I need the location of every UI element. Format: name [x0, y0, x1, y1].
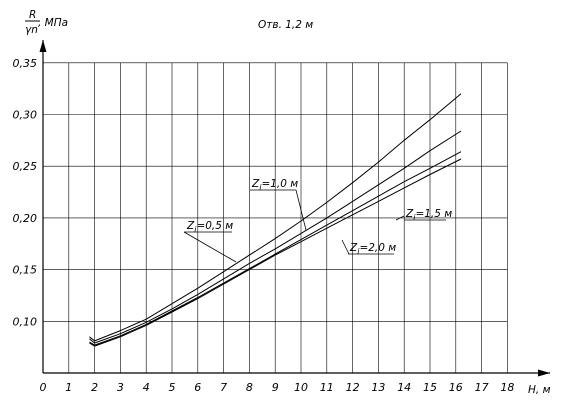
x-axis-arrow: [538, 369, 550, 377]
series-label-zi-1-5: Zi=1,5 м: [395, 208, 452, 222]
x-tick-label: 12: [346, 381, 360, 394]
x-tick-label: 9: [272, 381, 279, 394]
series-label-leader-zi-1-5: [395, 215, 405, 221]
y-tick-label: 0,20: [13, 212, 38, 225]
series-label-rest: =1,0 м: [261, 178, 298, 190]
series-label-leader-zi-0-5: [183, 231, 237, 263]
series-line-3: [89, 151, 462, 346]
x-tick-label: 10: [294, 381, 308, 394]
x-tick-label: 13: [371, 381, 385, 394]
series-label-sub: i: [194, 225, 197, 234]
series-label-zi-1-0: Zi=1,0 м: [250, 178, 307, 231]
y-axis-arrow: [39, 40, 47, 52]
tick-labels: 0 1 2 3 4 5 6 7 8 9 10 11 12 13 14 15 16 17 180,100,150,20…: [13, 57, 515, 394]
series-label-text-zi-0-5: Zi=0,5 м: [186, 220, 233, 234]
x-tick-label: 14: [397, 381, 411, 394]
y-tick-label: 0,30: [13, 109, 38, 122]
x-axis-label: H, м: [528, 384, 551, 396]
series-label-text-zi-1-0: Zi=1,0 м: [251, 178, 298, 192]
y-tick-label: 0,15: [13, 264, 38, 277]
y-axis-label-unit: , МПа: [38, 17, 68, 29]
series-label-zi-2-0: Zi=2,0 м: [341, 239, 396, 256]
series-label-rest: =1,5 м: [415, 208, 452, 220]
y-tick-label: 0,25: [13, 160, 38, 173]
x-tick-label: 1: [65, 381, 72, 394]
y-tick-label: 0,10: [13, 315, 38, 328]
x-tick-label: 0: [40, 381, 47, 394]
series-label-text-zi-1-5: Zi=1,5 м: [405, 208, 452, 222]
series-label-base: Z: [186, 220, 195, 232]
axes: [39, 40, 550, 377]
x-tick-label: 18: [500, 381, 514, 394]
x-tick-label: 4: [143, 381, 150, 394]
series-label-leader-zi-1-0: [295, 189, 307, 231]
x-tick-label: 17: [475, 381, 489, 394]
series-label-base: Z: [349, 242, 358, 254]
series-label-rest: =2,0 м: [359, 242, 396, 254]
series-line-2: [89, 130, 462, 344]
series-label-sub: i: [413, 213, 416, 222]
series-label-base: Z: [405, 208, 414, 220]
series-label-rest: =0,5 м: [196, 220, 233, 232]
x-tick-label: 6: [194, 381, 201, 394]
y-axis-label: R γn , МПа: [25, 9, 68, 36]
series-line-1: [89, 93, 462, 342]
x-tick-label: 7: [220, 381, 227, 394]
series-line-4: [89, 158, 462, 347]
x-tick-label: 5: [169, 381, 176, 394]
series-label-base: Z: [251, 178, 260, 190]
grid: [43, 62, 508, 373]
x-tick-label: 16: [449, 381, 463, 394]
y-axis-label-denominator: γn: [25, 24, 38, 36]
series-label-leader-zi-2-0: [341, 239, 350, 255]
x-tick-label: 11: [320, 381, 334, 394]
series-lines: [89, 93, 462, 347]
x-tick-label: 2: [91, 381, 98, 394]
y-tick-label: 0,35: [13, 57, 38, 70]
chart-title: Отв. 1,2 м: [258, 19, 313, 31]
series-label-zi-0-5: Zi=0,5 м: [183, 220, 237, 263]
y-axis-label-numerator: R: [29, 9, 36, 21]
series-label-text-zi-2-0: Zi=2,0 м: [349, 242, 396, 256]
x-tick-label: 15: [423, 381, 437, 394]
series-label-sub: i: [357, 247, 360, 256]
x-tick-label: 8: [246, 381, 253, 394]
series-label-sub: i: [259, 183, 262, 192]
x-tick-label: 3: [117, 381, 124, 394]
